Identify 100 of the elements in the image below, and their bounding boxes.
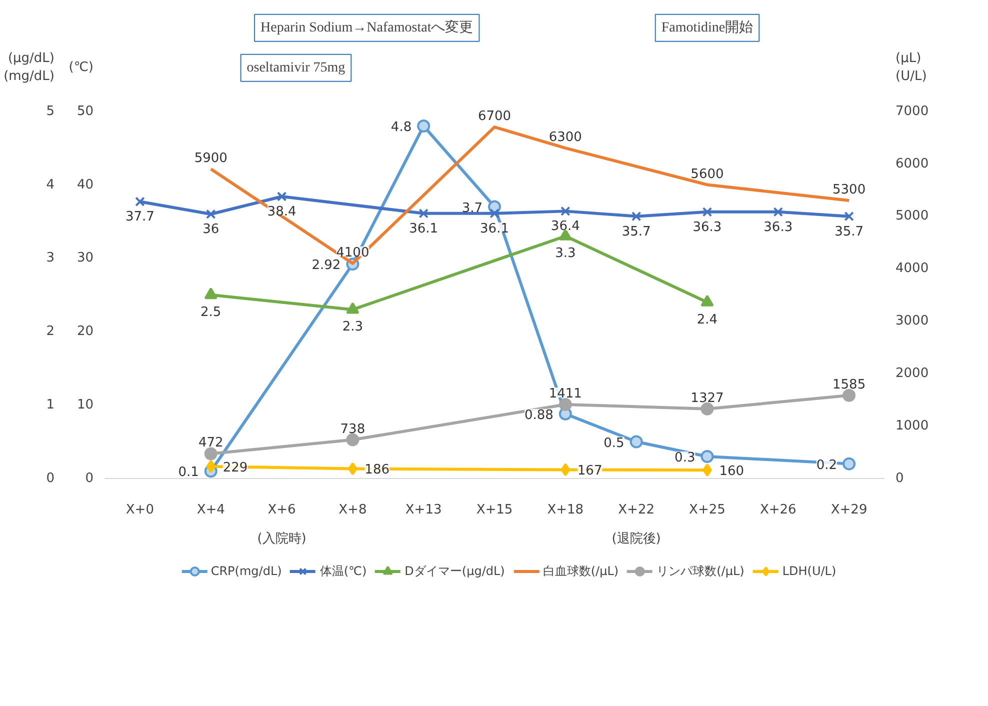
point <box>700 402 714 416</box>
point <box>206 209 216 220</box>
legend-label: 白血球数(/μL) <box>542 562 619 580</box>
x-tick-label: X+18 <box>547 502 584 518</box>
data-label: 36.1 <box>409 221 438 236</box>
point <box>844 211 854 222</box>
data-label: 36.4 <box>550 219 580 234</box>
x-tick-label: X+8 <box>338 502 367 518</box>
point <box>204 288 218 300</box>
data-label: 37.7 <box>125 210 154 225</box>
data-label: 2.92 <box>312 258 341 274</box>
data-label: 738 <box>340 422 366 437</box>
point <box>842 457 856 470</box>
data-label: 5900 <box>194 151 228 166</box>
y3-tick-label: 4000 <box>896 261 929 276</box>
data-label: 472 <box>198 436 224 451</box>
data-label: 36 <box>202 222 220 238</box>
point <box>558 398 572 411</box>
point <box>276 192 287 202</box>
y-tick-label: 10 <box>76 398 94 413</box>
point <box>700 450 714 463</box>
data-label: 0.3 <box>674 450 696 466</box>
data-label: 6700 <box>478 109 512 124</box>
point <box>490 208 500 218</box>
data-label: 38.4 <box>267 204 296 220</box>
data-label: 5600 <box>690 166 724 182</box>
y-tick-label: 30 <box>76 250 94 266</box>
text: Famotidine開始 <box>661 19 754 36</box>
point <box>700 294 714 306</box>
x-tick-label: X+29 <box>830 502 868 518</box>
data-label: 2.5 <box>200 304 222 320</box>
data-label: 5300 <box>832 182 866 198</box>
data-label: 36.3 <box>692 220 722 235</box>
y3-tick-label: 2000 <box>896 366 929 382</box>
y3-tick-label: 5000 <box>896 208 929 224</box>
x-tick-label: X+0 <box>126 502 154 518</box>
x-tick-label: X+6 <box>268 502 296 518</box>
point <box>346 302 360 314</box>
point <box>346 433 360 446</box>
point <box>702 207 712 217</box>
data-label: 1411 <box>548 386 582 402</box>
data-label: 4.8 <box>390 120 412 135</box>
x-tick-label: X+13 <box>405 502 442 518</box>
text: Heparin Sodium→Nafamostatへ変更 <box>260 19 474 36</box>
data-label: 36.3 <box>764 220 793 235</box>
text: oseltamivir 75mg <box>246 60 346 76</box>
legend-label: CRP(mg/dL) <box>210 564 282 578</box>
y-axis-title: (℃) <box>68 60 94 75</box>
data-label: 229 <box>222 460 248 476</box>
text: (入院時) <box>257 532 306 546</box>
y2-tick-label: 5 <box>46 104 55 119</box>
point <box>417 120 430 132</box>
y-tick-label: 0 <box>85 471 94 486</box>
y-tick-label: 20 <box>76 324 94 340</box>
data-label: 3.3 <box>555 246 576 262</box>
text: (退院後) <box>612 532 661 546</box>
data-label: 1585 <box>832 377 866 392</box>
point <box>630 435 643 448</box>
y2-tick-label: 0 <box>46 471 55 486</box>
y2-tick-label: 1 <box>46 398 55 413</box>
data-label: 2.3 <box>342 320 364 335</box>
data-label: 186 <box>364 462 390 478</box>
point <box>206 460 216 473</box>
y-tick-label: 40 <box>76 177 94 192</box>
point <box>631 211 642 222</box>
y3-tick-label: 3000 <box>896 314 929 329</box>
point <box>204 447 218 460</box>
y2-tick-label: 2 <box>46 324 55 340</box>
legend-label: リンパ球数(/μL) <box>656 562 744 580</box>
y3-tick-label: 0 <box>896 471 904 486</box>
data-label: 0.1 <box>178 465 199 480</box>
x-tick-label: X+26 <box>760 502 796 518</box>
x-tick-label: X+25 <box>689 502 726 518</box>
data-label: 160 <box>719 464 744 480</box>
point <box>418 208 428 218</box>
y2-tick-label: 3 <box>46 250 55 266</box>
legend-label: 体温(℃) <box>320 562 367 580</box>
point <box>773 207 784 217</box>
y3-tick-label: 1000 <box>896 418 929 434</box>
y2-tick-label: 4 <box>46 177 55 192</box>
data-label: 3.7 <box>462 200 483 216</box>
point <box>702 464 712 477</box>
data-label: 167 <box>577 464 602 479</box>
data-label: 0.2 <box>816 458 838 473</box>
x-tick-label: X+4 <box>196 502 225 518</box>
point <box>560 206 570 216</box>
y2-axis-title: (μg/dL) (mg/dL) <box>4 50 55 84</box>
data-label: 2.4 <box>696 312 718 328</box>
data-label: 35.7 <box>834 224 864 240</box>
point <box>135 196 145 207</box>
point <box>348 462 358 476</box>
point <box>560 463 570 476</box>
y3-axis-title: (μL) (U/L) <box>896 50 927 84</box>
data-label: 35.7 <box>622 224 651 240</box>
x-tick-label: X+22 <box>618 502 654 518</box>
y3-tick-label: 7000 <box>896 104 929 119</box>
data-label: 0.5 <box>604 436 624 451</box>
y3-tick-label: 6000 <box>896 156 929 172</box>
data-label: 1327 <box>690 390 724 406</box>
data-label: 4100 <box>336 245 370 260</box>
